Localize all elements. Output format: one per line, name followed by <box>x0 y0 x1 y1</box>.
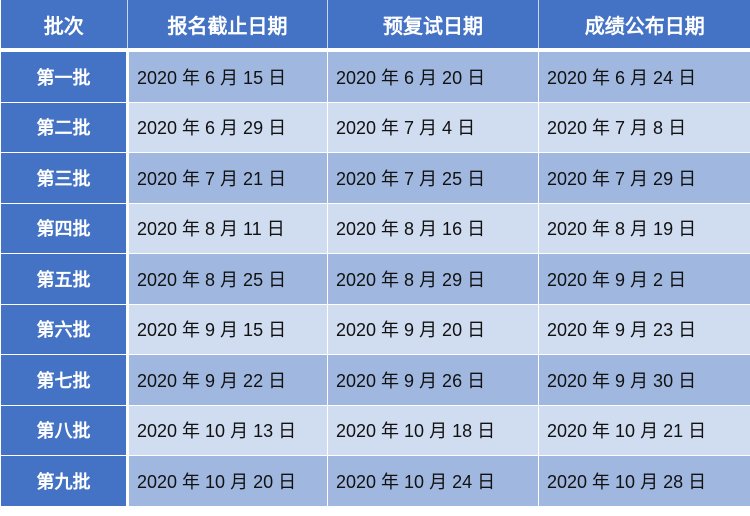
table-row: 第五批 2020 年 8 月 25 日 2020 年 8 月 29 日 2020 年 … <box>0 253 750 305</box>
results-date-cell: 2020 年 9 月 23 日 <box>538 304 750 355</box>
registration-deadline-cell: 2020 年 9 月 22 日 <box>127 354 328 406</box>
results-date-cell: 2020 年 10 月 28 日 <box>538 455 750 507</box>
registration-deadline-cell: 2020 年 6 月 29 日 <box>127 102 328 153</box>
batch-cell: 第五批 <box>0 253 129 305</box>
pre-retest-date-cell: 2020 年 7 月 4 日 <box>327 102 539 153</box>
header-registration-deadline: 报名截止日期 <box>127 0 328 52</box>
header-row: 批次 报名截止日期 预复试日期 成绩公布日期 <box>0 0 750 52</box>
table-row: 第六批 2020 年 9 月 15 日 2020 年 9 月 20 日 2020 年 … <box>0 304 750 355</box>
results-date-cell: 2020 年 7 月 8 日 <box>538 102 750 153</box>
batch-cell: 第一批 <box>0 50 129 103</box>
table-row: 第一批 2020 年 6 月 15 日 2020 年 6 月 20 日 2020 年 … <box>0 50 750 103</box>
pre-retest-date-cell: 2020 年 10 月 18 日 <box>327 405 539 456</box>
header-batch: 批次 <box>0 0 128 52</box>
table-row: 第八批 2020 年 10 月 13 日 2020 年 10 月 18 日 2020 … <box>0 405 750 456</box>
pre-retest-date-cell: 2020 年 8 月 16 日 <box>327 203 539 254</box>
batch-cell: 第六批 <box>0 304 129 355</box>
pre-retest-date-cell: 2020 年 6 月 20 日 <box>327 50 539 103</box>
batch-cell: 第四批 <box>0 203 129 254</box>
pre-retest-date-cell: 2020 年 8 月 29 日 <box>327 253 539 305</box>
batch-cell: 第七批 <box>0 354 129 406</box>
batch-cell: 第三批 <box>0 152 129 204</box>
registration-deadline-cell: 2020 年 10 月 20 日 <box>127 455 328 507</box>
pre-retest-date-cell: 2020 年 10 月 24 日 <box>327 455 539 507</box>
table-row: 第七批 2020 年 9 月 22 日 2020 年 9 月 26 日 2020 年 … <box>0 354 750 406</box>
batch-cell: 第八批 <box>0 405 129 456</box>
registration-deadline-cell: 2020 年 10 月 13 日 <box>127 405 328 456</box>
registration-deadline-cell: 2020 年 9 月 15 日 <box>127 304 328 355</box>
pre-retest-date-cell: 2020 年 9 月 26 日 <box>327 354 539 406</box>
batch-cell: 第九批 <box>0 455 129 507</box>
results-date-cell: 2020 年 9 月 30 日 <box>538 354 750 406</box>
table-row: 第九批 2020 年 10 月 20 日 2020 年 10 月 24 日 2020 … <box>0 455 750 507</box>
table-row: 第三批 2020 年 7 月 21 日 2020 年 7 月 25 日 2020 年 … <box>0 152 750 204</box>
registration-deadline-cell: 2020 年 8 月 25 日 <box>127 253 328 305</box>
results-date-cell: 2020 年 8 月 19 日 <box>538 203 750 254</box>
table-row: 第二批 2020 年 6 月 29 日 2020 年 7 月 4 日 2020 年 7… <box>0 102 750 153</box>
table-row: 第四批 2020 年 8 月 11 日 2020 年 8 月 16 日 2020 年 … <box>0 203 750 254</box>
results-date-cell: 2020 年 9 月 2 日 <box>538 253 750 305</box>
header-results-date: 成绩公布日期 <box>538 0 750 52</box>
registration-deadline-cell: 2020 年 7 月 21 日 <box>127 152 328 204</box>
results-date-cell: 2020 年 6 月 24 日 <box>538 50 750 103</box>
pre-retest-date-cell: 2020 年 7 月 25 日 <box>327 152 539 204</box>
results-date-cell: 2020 年 7 月 29 日 <box>538 152 750 204</box>
results-date-cell: 2020 年 10 月 21 日 <box>538 405 750 456</box>
batch-cell: 第二批 <box>0 102 129 153</box>
registration-deadline-cell: 2020 年 6 月 15 日 <box>127 50 328 103</box>
header-pre-retest-date: 预复试日期 <box>327 0 539 52</box>
registration-deadline-cell: 2020 年 8 月 11 日 <box>127 203 328 254</box>
pre-retest-date-cell: 2020 年 9 月 20 日 <box>327 304 539 355</box>
